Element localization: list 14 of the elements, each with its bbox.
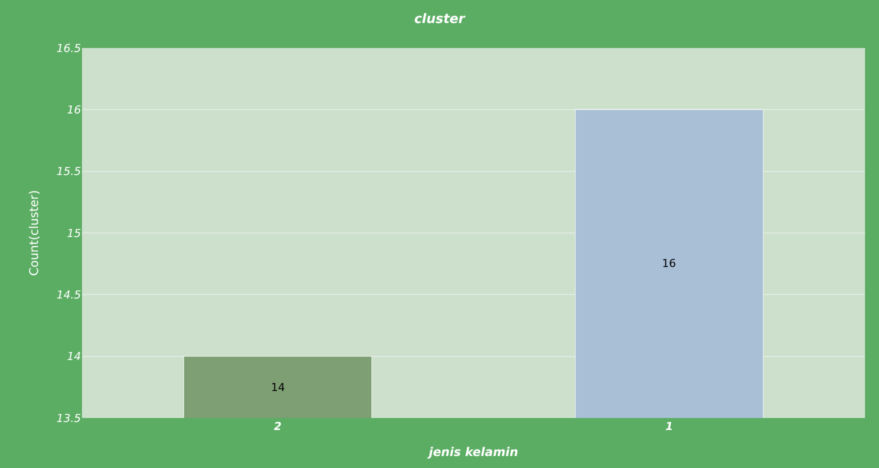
chart-title: cluster	[414, 12, 466, 28]
data-label: 14	[271, 381, 285, 394]
y-tick-label: 16	[67, 104, 81, 117]
y-tick-label: 14.5	[56, 288, 81, 302]
y-tick-label: 15	[67, 226, 81, 240]
x-tick-label: 2	[274, 420, 282, 433]
y-tick-label: 14	[67, 350, 81, 364]
y-tick-label: 15.5	[56, 165, 81, 178]
data-label: 16	[662, 257, 676, 270]
y-axis-title: Count(cluster)	[26, 190, 41, 276]
y-tick-label: 16.5	[56, 42, 81, 55]
y-tick-label: 13.5	[56, 412, 81, 425]
x-tick-label: 1	[665, 420, 674, 433]
x-axis-title: jenis kelamin	[426, 444, 518, 459]
